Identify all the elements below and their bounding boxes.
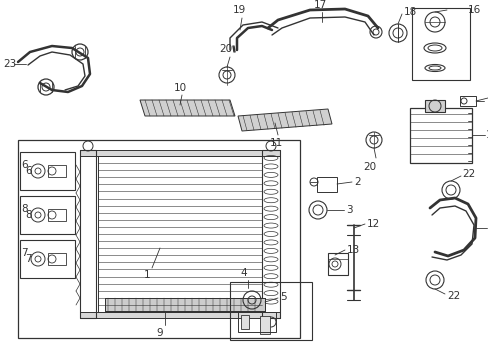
Text: 11: 11 [269,138,282,148]
Bar [105,298,264,311]
Bar [80,150,280,156]
Bar [316,177,336,192]
Bar [411,8,469,80]
Text: 7: 7 [25,254,32,264]
Text: 23: 23 [3,59,16,69]
Text: 20: 20 [219,44,232,54]
Text: 10: 10 [173,83,186,93]
Bar [48,209,66,221]
Text: 2: 2 [353,177,360,187]
Text: 12: 12 [366,219,380,229]
Bar [98,156,262,312]
Text: 22: 22 [446,291,459,301]
Text: 3: 3 [346,205,352,215]
Text: 14: 14 [485,130,488,140]
Bar [20,240,75,278]
Polygon shape [238,109,331,131]
Bar [241,315,248,329]
Bar [409,108,471,163]
Bar [48,165,66,177]
Text: 15: 15 [487,91,488,101]
Bar [18,140,299,338]
Bar [20,152,75,190]
Text: 6: 6 [25,166,32,176]
Text: 22: 22 [461,169,474,179]
Text: 5: 5 [280,292,286,302]
Bar [260,316,269,334]
Bar [80,312,280,318]
Text: 8: 8 [21,204,27,214]
Bar [48,253,66,265]
Text: 18: 18 [403,7,416,17]
Bar [80,150,96,318]
Text: 19: 19 [232,5,245,15]
Text: 8: 8 [25,210,32,220]
Text: 16: 16 [467,5,480,15]
Text: 21: 21 [487,223,488,233]
Text: 7: 7 [21,248,27,258]
Bar [20,196,75,234]
Bar [459,96,475,106]
Bar [424,100,444,112]
Bar [238,312,275,332]
Text: 6: 6 [21,160,27,170]
Text: 1: 1 [143,270,150,280]
Bar [262,150,280,318]
Text: 17: 17 [313,0,326,10]
Bar [105,298,264,311]
Text: 9: 9 [156,328,163,338]
Text: 13: 13 [346,245,360,255]
Bar [327,253,347,275]
Text: 20: 20 [363,162,376,172]
Bar [229,282,311,340]
Text: 4: 4 [240,268,247,278]
Polygon shape [140,100,235,116]
